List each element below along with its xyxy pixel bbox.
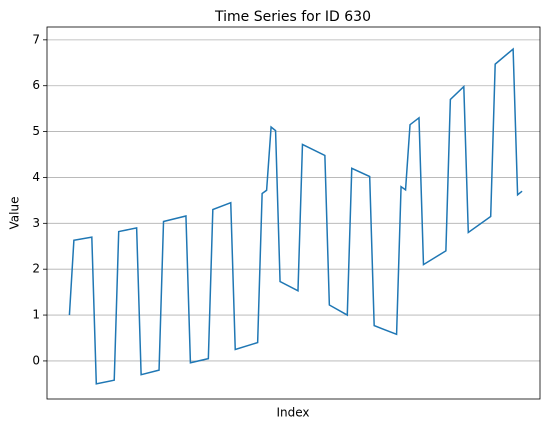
y-axis-label: Value	[8, 197, 22, 230]
y-tick-label: 3	[32, 216, 40, 230]
chart-title: Time Series for ID 630	[214, 9, 371, 25]
y-tick-label: 0	[32, 353, 40, 367]
y-tick-label: 2	[32, 262, 40, 276]
data-line	[68, 47, 523, 385]
y-tick-label: 7	[32, 32, 40, 46]
x-axis-label: Index	[276, 406, 309, 420]
y-tick-label: 4	[32, 170, 40, 184]
y-tick-label: 5	[32, 124, 40, 138]
y-tick-label: 6	[32, 78, 40, 92]
y-tick-label: 1	[32, 308, 40, 322]
plot-frame	[46, 26, 541, 400]
